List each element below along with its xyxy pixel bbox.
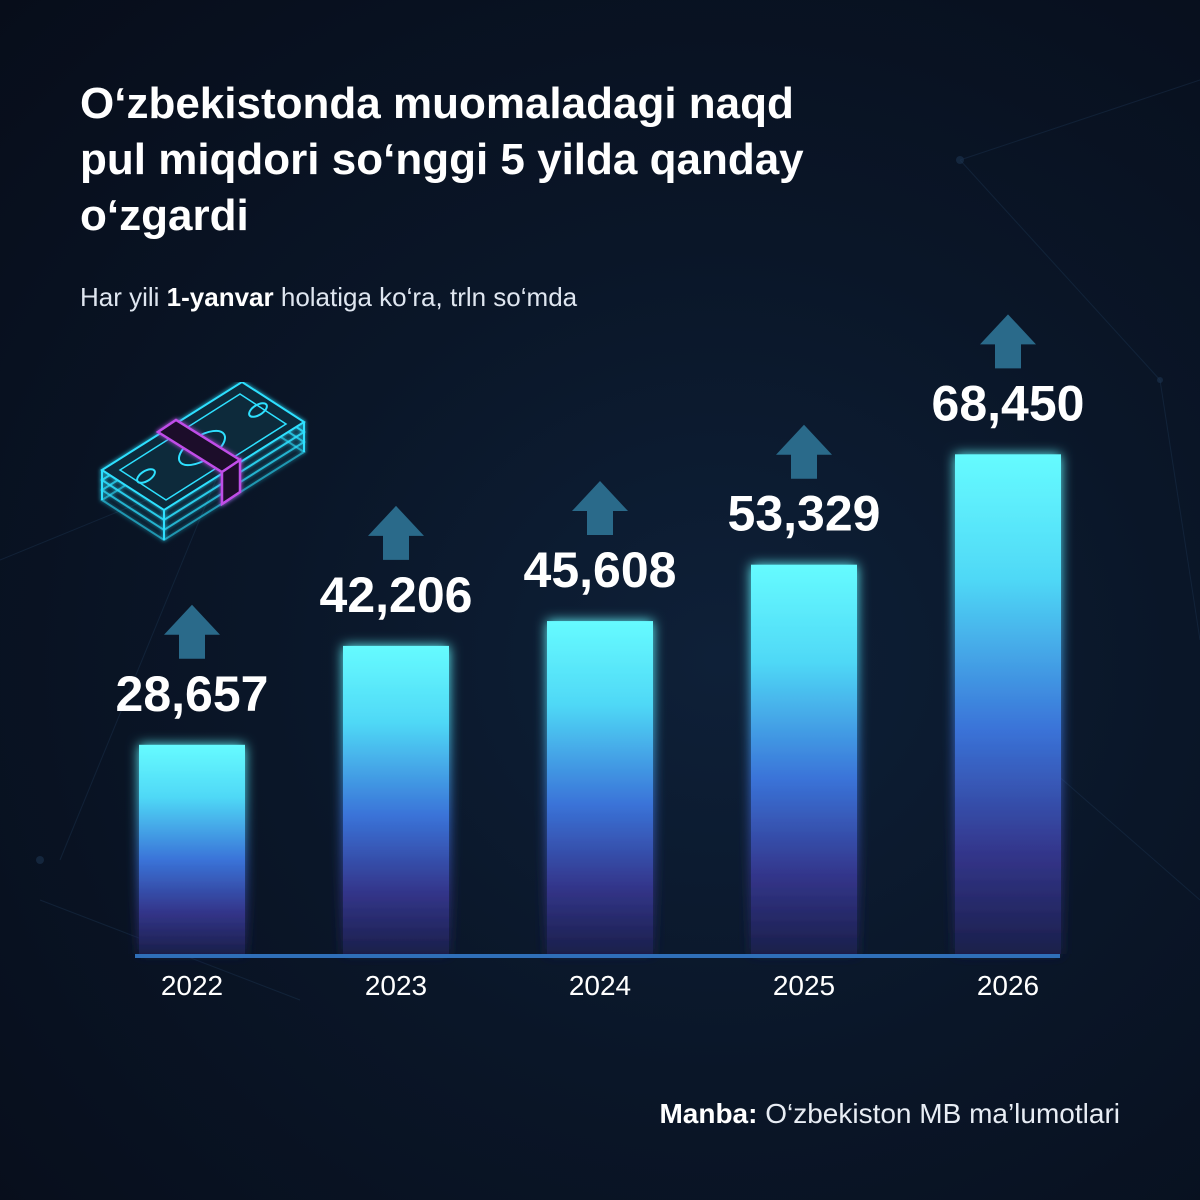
title-line-1: O‘zbekistonda muomaladagi naqd [80,79,794,128]
subtitle-date: 1-yanvar [166,282,274,312]
x-tick-label-2026: 2026 [977,970,1039,1001]
x-tick-label-2023: 2023 [365,970,427,1001]
bar-2023 [343,645,449,954]
chart-subtitle: Har yili 1-yanvar holatiga ko‘ra, trln s… [80,282,577,313]
up-arrow-icon [572,481,628,536]
source-label: Manba: [659,1098,758,1129]
value-label-2026: 68,450 [932,375,1085,431]
subtitle-prefix: Har yili [80,282,167,312]
source-note: Manba: O‘zbekiston MB ma’lumotlari [659,1098,1120,1130]
up-arrow-icon [980,314,1036,369]
title-line-2: pul miqdori so‘nggi 5 yilda qanday [80,135,804,184]
value-label-2023: 42,206 [320,567,473,623]
bar-2026 [955,454,1061,954]
title-line-3: o‘zgardi [80,191,249,240]
subtitle-suffix: holatiga ko‘ra, trln so‘mda [273,282,578,312]
value-label-2022: 28,657 [116,666,269,722]
x-tick-label-2024: 2024 [569,970,631,1001]
source-text: O‘zbekiston MB ma’lumotlari [757,1098,1120,1129]
up-arrow-icon [776,424,832,479]
value-label-2025: 53,329 [728,486,881,542]
value-label-2024: 45,608 [524,542,677,598]
bar-2024 [547,621,653,954]
bar-2022 [139,744,245,954]
money-stack-icon [100,382,306,542]
up-arrow-icon [368,505,424,560]
chart-title: O‘zbekistonda muomaladagi naqd pul miqdo… [80,76,980,244]
x-tick-label-2022: 2022 [161,970,223,1001]
bar-2025 [751,564,857,954]
x-tick-label-2025: 2025 [773,970,835,1001]
up-arrow-icon [164,604,220,659]
